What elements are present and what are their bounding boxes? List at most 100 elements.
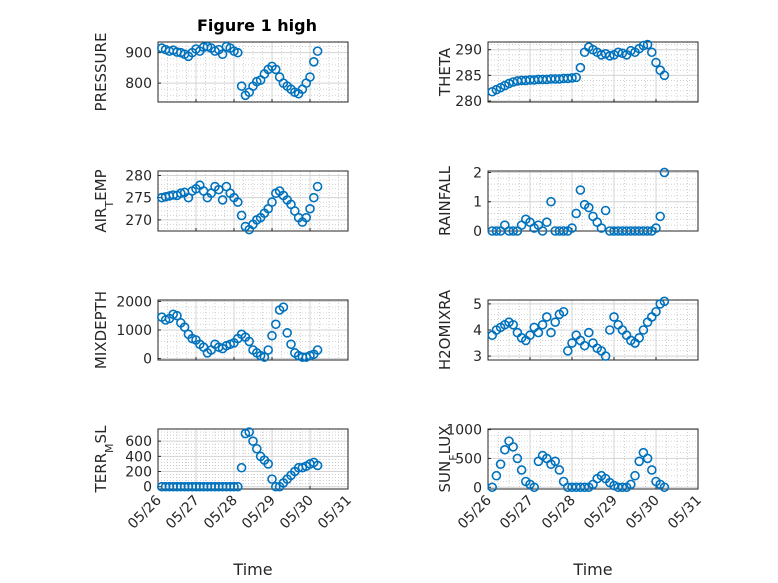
y-axis-label-sub: F <box>447 454 460 460</box>
y-axis-label: RAINFALL <box>436 165 454 236</box>
data-point <box>244 336 254 347</box>
data-point <box>541 312 552 322</box>
y-axis-label-part: SL <box>92 425 110 444</box>
x-tick-label: 05/27 <box>163 493 203 533</box>
data-point <box>491 226 502 236</box>
y-tick-label: 3 <box>473 349 482 365</box>
data-point <box>529 482 540 493</box>
data-point <box>286 339 296 350</box>
data-point <box>312 345 323 355</box>
data-point <box>546 327 556 338</box>
data-point <box>604 325 615 335</box>
data-point <box>558 226 569 236</box>
data-point <box>217 49 228 59</box>
data-point <box>579 340 590 351</box>
y-tick-label: 280 <box>125 168 152 184</box>
x-axis-label: Time <box>572 560 612 579</box>
data-point <box>642 226 653 236</box>
data-point <box>659 167 670 178</box>
data-point <box>659 482 670 493</box>
data-point <box>508 442 519 452</box>
data-point <box>655 211 666 222</box>
data-point <box>646 47 657 58</box>
series-markers <box>487 39 670 97</box>
data-point <box>278 302 289 312</box>
y-axis-label: THETA <box>436 47 454 97</box>
y-tick-label: 1000 <box>116 323 152 339</box>
data-point <box>600 205 611 216</box>
series-markers <box>487 436 670 493</box>
y-tick-label: 200 <box>125 465 152 481</box>
data-point <box>600 351 611 361</box>
data-point <box>308 192 319 203</box>
data-point <box>613 47 624 58</box>
x-tick-label: 05/28 <box>201 493 241 533</box>
subplot-5: 0 1000 2000 MIXDEPTH <box>92 291 349 369</box>
data-point <box>579 482 590 493</box>
y-tick-label: 1 <box>473 195 482 211</box>
y-tick-label: 4 <box>473 323 482 339</box>
data-point <box>267 330 277 341</box>
data-point <box>308 56 319 67</box>
data-point <box>537 226 548 236</box>
series-markers <box>157 427 323 492</box>
data-point <box>516 465 527 475</box>
data-point <box>567 338 577 348</box>
y-tick-label: 0 <box>473 480 482 496</box>
data-point <box>491 470 502 481</box>
data-point <box>312 46 323 56</box>
data-point <box>659 70 670 81</box>
data-point <box>251 443 262 454</box>
data-point <box>567 73 577 83</box>
y-tick-label: 0 <box>473 224 482 240</box>
data-point <box>499 444 510 455</box>
y-axis-label: H2OMIXRA <box>436 289 454 370</box>
data-point <box>567 223 577 233</box>
x-tick-label: 05/30 <box>277 493 317 533</box>
x-tick-label: 05/26 <box>455 492 495 532</box>
data-point <box>554 465 565 475</box>
data-point <box>172 310 182 321</box>
y-axis-label: TERRMSL <box>92 425 116 494</box>
y-tick-label: 5 <box>473 297 482 313</box>
data-point <box>575 185 586 195</box>
y-tick-label: 0 <box>143 480 152 496</box>
data-point <box>562 346 573 356</box>
data-point <box>236 210 247 221</box>
data-point <box>233 481 243 492</box>
data-point <box>651 306 661 317</box>
data-point <box>541 217 552 228</box>
data-point <box>236 81 247 91</box>
data-point <box>504 78 514 89</box>
data-point <box>525 330 535 341</box>
data-point <box>312 181 323 192</box>
data-point <box>617 48 628 59</box>
y-tick-label: 270 <box>125 213 152 229</box>
subplot-6: 3 4 5 H2OMIXRA <box>436 289 699 370</box>
data-point <box>267 197 277 207</box>
y-tick-label: 2000 <box>116 294 152 310</box>
y-tick-label: 280 <box>455 94 482 110</box>
data-point <box>550 317 561 327</box>
data-point <box>659 296 670 307</box>
data-point <box>508 319 519 330</box>
data-point <box>512 453 523 464</box>
data-point <box>550 456 561 467</box>
figure-title: Figure 1 high <box>197 16 317 35</box>
data-point <box>263 345 274 355</box>
y-axis-label-part: EMP <box>92 169 110 200</box>
x-tick-label: 05/27 <box>497 493 537 533</box>
data-point <box>312 460 323 471</box>
data-point <box>176 188 186 199</box>
data-point <box>270 64 281 75</box>
data-point <box>583 327 594 338</box>
series-markers <box>487 167 670 236</box>
y-axis-label: PRESSURE <box>92 33 110 112</box>
y-tick-label: 290 <box>455 43 482 59</box>
data-point <box>270 481 281 492</box>
axes-frame <box>487 170 699 232</box>
data-point <box>609 312 619 322</box>
data-point <box>634 333 645 343</box>
